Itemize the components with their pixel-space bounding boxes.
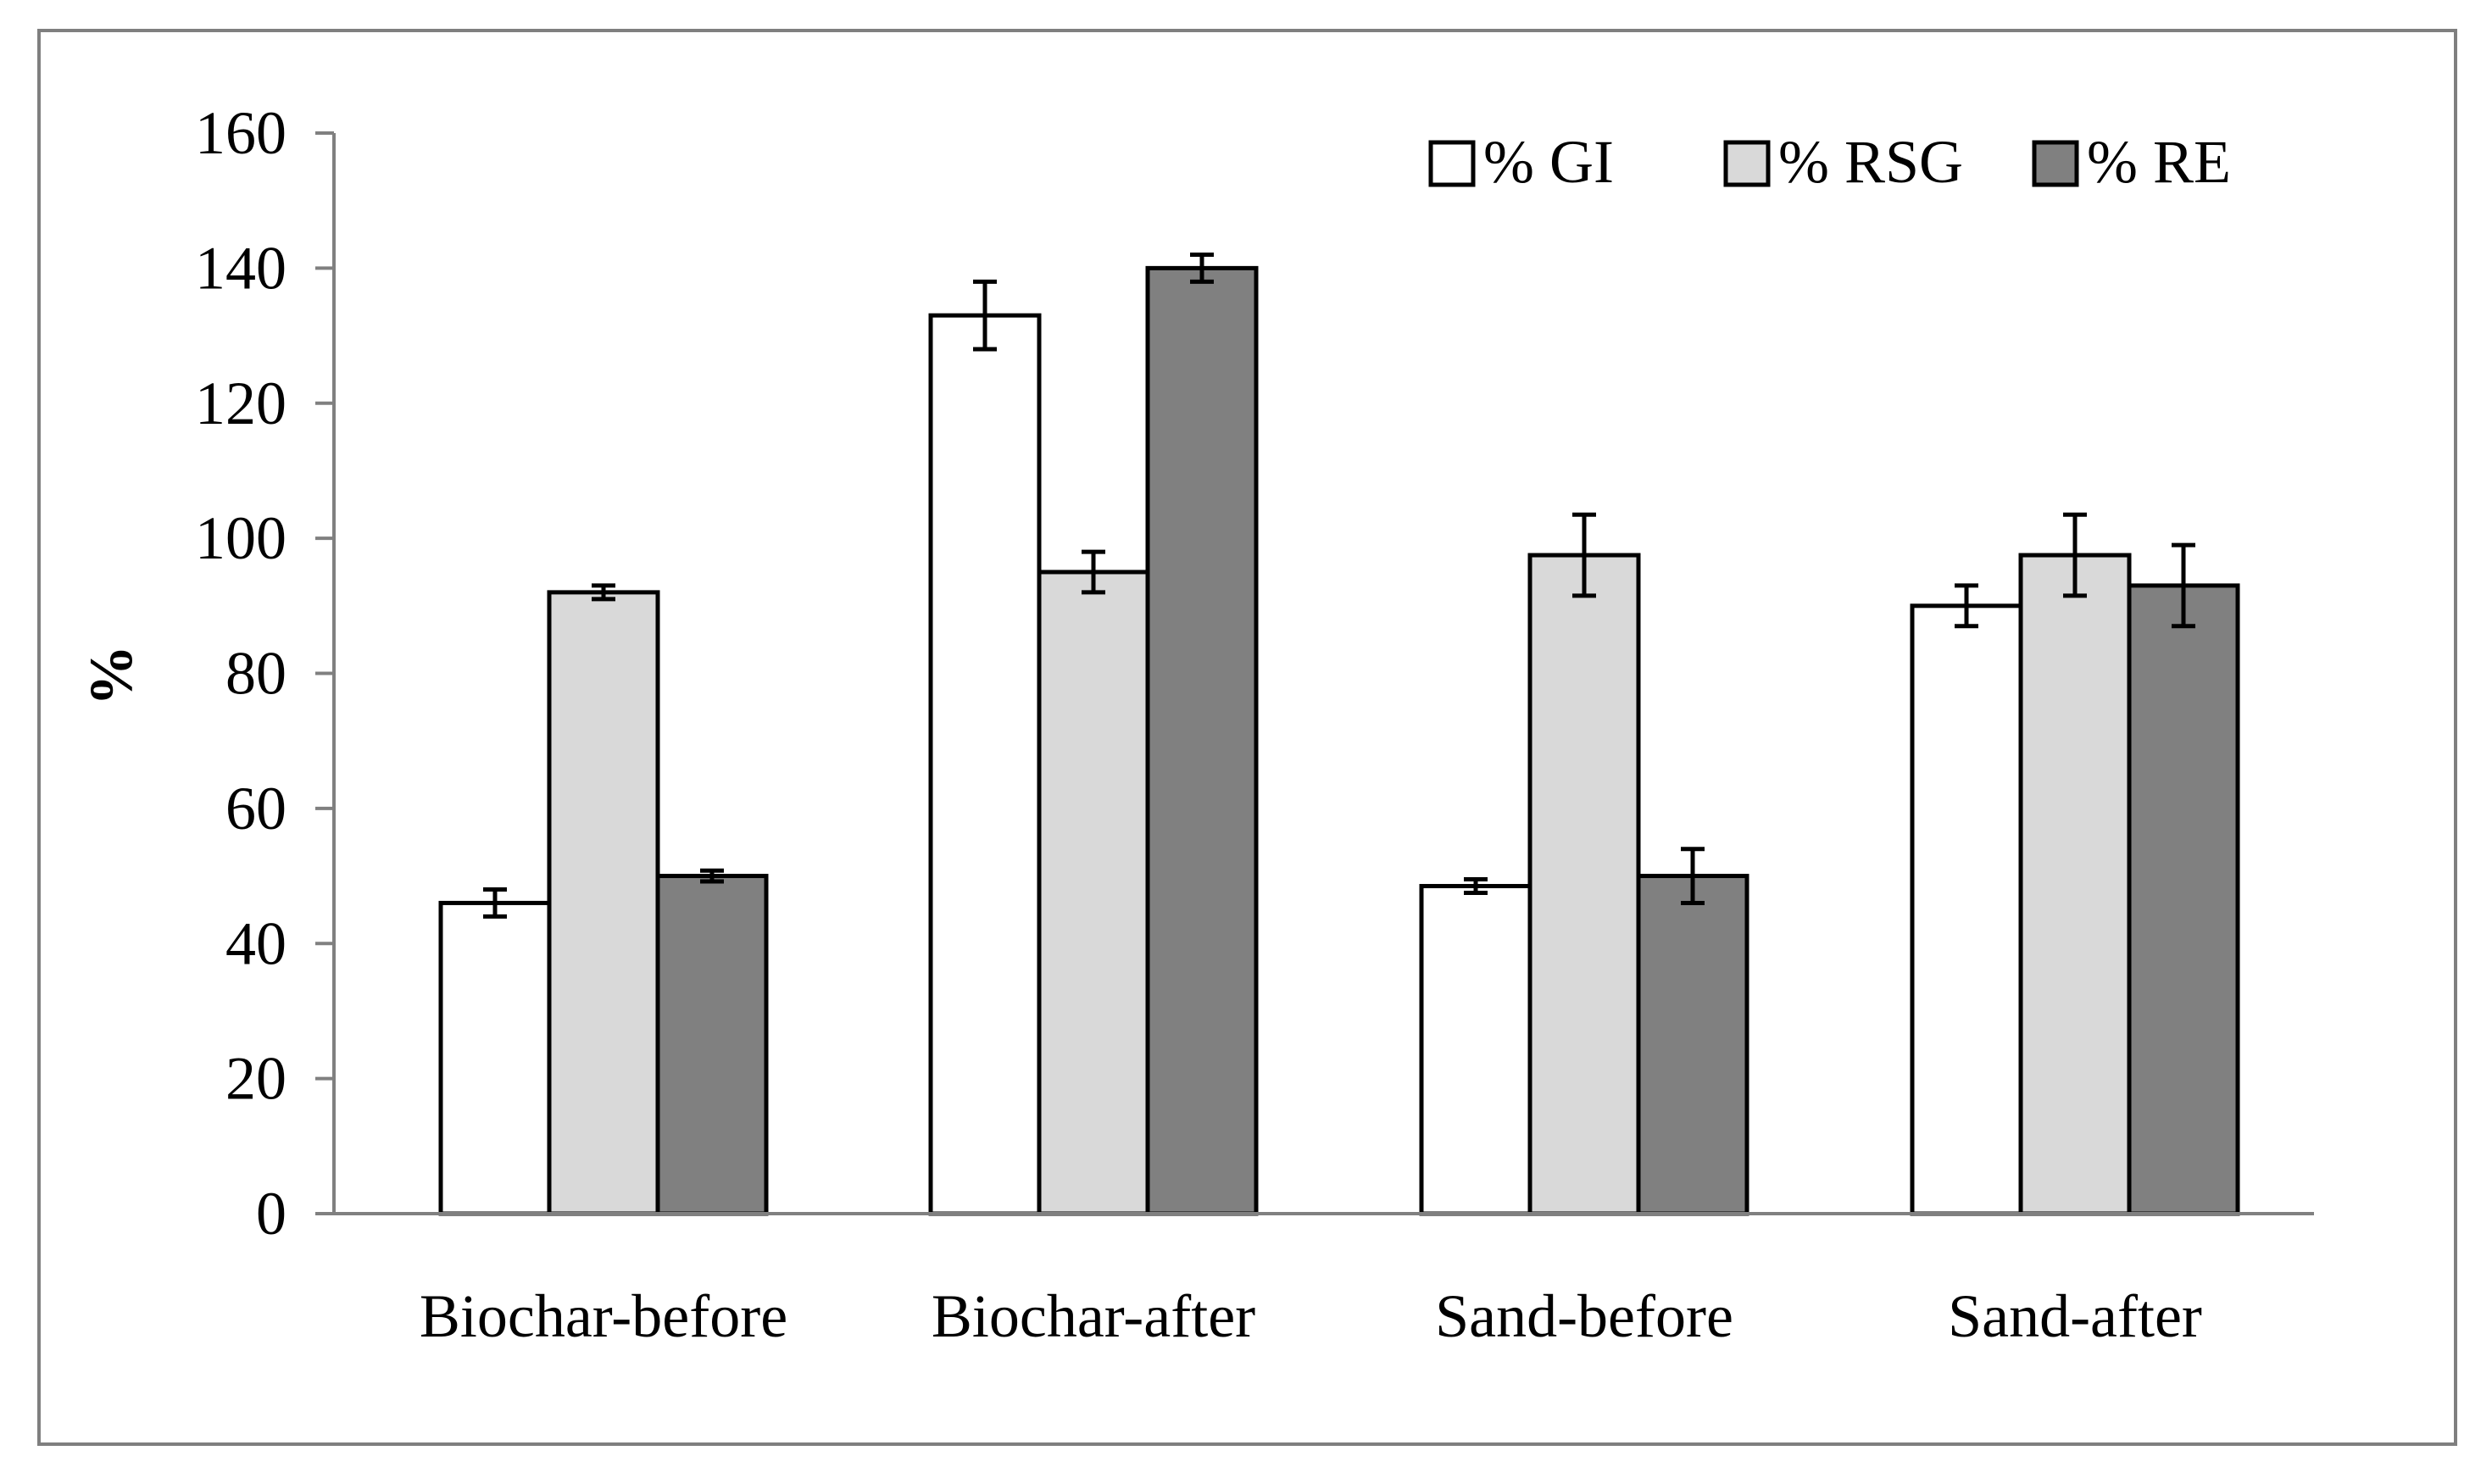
error-bars-layer — [483, 252, 2195, 919]
error-bar-biochar-after-re — [1190, 252, 1214, 284]
bar-sand-after-re — [2127, 583, 2240, 1216]
y-tick-label: 40 — [225, 909, 286, 977]
bar-sand-before-rsg — [1527, 553, 1641, 1216]
legend-label: % GI — [1483, 128, 1614, 196]
error-bar-sand-before-rsg — [1572, 512, 1596, 598]
error-bar-sand-after-rsg — [2063, 512, 2087, 598]
bars-layer — [438, 265, 2240, 1216]
error-bar-sand-before-gi — [1464, 877, 1488, 895]
legend-swatch — [2032, 140, 2079, 187]
y-tick-label: 0 — [256, 1180, 286, 1248]
bar-biochar-after-rsg — [1037, 570, 1150, 1216]
y-tick-label: 100 — [195, 504, 286, 572]
y-tick-label: 160 — [195, 99, 286, 167]
legend-item-re: % RE — [2032, 128, 2231, 196]
y-tick-label: 140 — [195, 234, 286, 302]
error-bar-sand-after-gi — [1955, 583, 1978, 629]
y-tick-label: 60 — [225, 775, 286, 842]
legend-label: % RE — [2087, 128, 2231, 196]
legend-item-gi: % GI — [1428, 128, 1614, 196]
bar-biochar-before-rsg — [547, 590, 660, 1216]
y-ticks-layer: 0 20 40 60 80 100 120 140 160 — [195, 99, 334, 1248]
legend-swatch — [1723, 140, 1771, 187]
error-bar-biochar-before-rsg — [592, 583, 615, 602]
error-bar-sand-before-re — [1681, 847, 1705, 905]
legend-swatch — [1428, 140, 1476, 187]
error-bar-biochar-after-rsg — [1082, 549, 1105, 595]
category-labels-layer: Biochar-before Biochar-after Sand-before Sa… — [420, 1282, 2202, 1350]
legend-label: % RSG — [1778, 128, 1963, 196]
error-bar-biochar-before-re — [700, 868, 724, 884]
x-category-label: Biochar-before — [420, 1282, 787, 1350]
y-tick-label: 120 — [195, 370, 286, 437]
x-category-label: Sand-before — [1435, 1282, 1733, 1350]
bar-biochar-after-gi — [928, 313, 1042, 1216]
error-bar-biochar-before-gi — [483, 887, 507, 919]
x-category-label: Biochar-after — [932, 1282, 1255, 1350]
bar-sand-before-re — [1636, 874, 1749, 1216]
error-bar-sand-after-re — [2172, 542, 2195, 629]
bar-sand-after-rsg — [2018, 553, 2132, 1216]
legend: % GI % RSG % RE — [1428, 128, 2231, 196]
y-tick-label: 80 — [225, 640, 286, 708]
bar-biochar-after-re — [1145, 265, 1259, 1216]
bar-sand-after-gi — [1910, 603, 2023, 1216]
bar-sand-before-gi — [1419, 884, 1532, 1216]
x-category-label: Sand-after — [1948, 1282, 2202, 1350]
legend-item-rsg: % RSG — [1723, 128, 1963, 196]
y-axis-label: % — [77, 645, 145, 706]
y-tick-label: 20 — [225, 1045, 286, 1113]
error-bar-biochar-after-gi — [973, 279, 997, 352]
bar-biochar-before-re — [655, 874, 769, 1216]
bar-biochar-before-gi — [438, 900, 552, 1216]
